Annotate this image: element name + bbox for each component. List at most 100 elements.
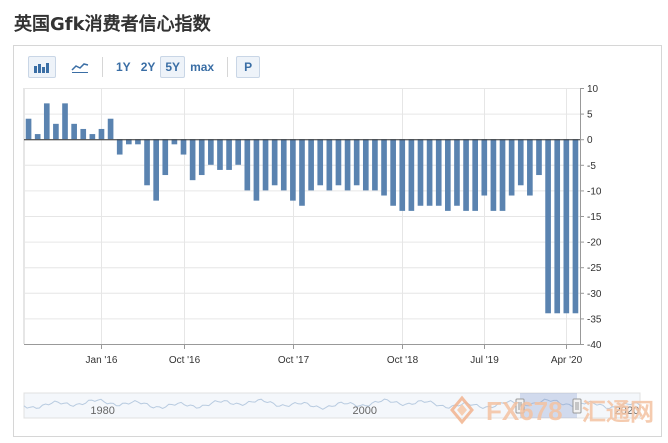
chart-toolbar: 1Y 2Y 5Y max P [28, 54, 261, 80]
bar[interactable] [280, 139, 287, 191]
line-chart-icon [71, 63, 89, 73]
bar[interactable] [399, 139, 406, 211]
chart-frame: 1Y 2Y 5Y max P [13, 45, 662, 437]
bar[interactable] [198, 139, 205, 176]
bar[interactable] [89, 134, 96, 140]
bar[interactable] [490, 139, 497, 211]
bar-series [25, 103, 579, 314]
bar-chart-type-button[interactable] [28, 56, 56, 78]
bar[interactable] [125, 139, 132, 145]
bar[interactable] [235, 139, 242, 165]
bar[interactable] [208, 139, 214, 165]
bar[interactable] [144, 139, 150, 186]
navigator-background [23, 392, 641, 419]
bar[interactable] [189, 139, 196, 181]
navigator-selection[interactable] [520, 393, 577, 418]
bar[interactable] [335, 139, 342, 186]
bar[interactable] [362, 139, 369, 191]
y-tick-label: -10 [587, 186, 602, 197]
bar[interactable] [317, 139, 324, 186]
bar[interactable] [435, 139, 442, 206]
bar[interactable] [271, 139, 278, 186]
bar[interactable] [517, 139, 524, 186]
bar-chart-icon [34, 63, 49, 73]
y-tick-label: 5 [587, 110, 593, 121]
bar[interactable] [180, 139, 187, 155]
bar[interactable] [62, 103, 68, 140]
bar[interactable] [481, 139, 488, 196]
range-navigator[interactable]: 1980 2000 2020 [23, 392, 641, 419]
bar[interactable] [80, 128, 87, 140]
bar[interactable] [53, 123, 59, 140]
bar[interactable] [135, 139, 141, 145]
bar[interactable] [472, 139, 478, 211]
bar[interactable] [71, 123, 77, 140]
bar[interactable] [408, 139, 415, 211]
navigator-year-label: 2020 [615, 405, 639, 417]
bar[interactable] [262, 139, 269, 191]
bar[interactable] [508, 139, 515, 196]
bar[interactable] [554, 139, 561, 314]
bar[interactable] [244, 139, 251, 191]
navigator-series [23, 398, 641, 410]
bar[interactable] [43, 103, 50, 140]
x-tick-label: Oct '18 [387, 355, 419, 366]
navigator-year-label: 2000 [353, 405, 377, 417]
bar[interactable] [499, 139, 506, 211]
bar[interactable] [299, 139, 305, 206]
axes: 10 5 0 -5 -10 -15 -20 -25 -30 -35 -40 Jan '16 Oct '1… [24, 84, 602, 366]
x-tick-label: Jul '19 [470, 355, 499, 366]
print-button[interactable]: P [236, 56, 261, 78]
y-tick-label: -40 [587, 340, 602, 351]
bar[interactable] [463, 139, 469, 211]
y-tick-label: 10 [587, 84, 599, 95]
grid-lines [23, 88, 580, 345]
range-5y-button[interactable]: 5Y [160, 56, 186, 78]
bar[interactable] [572, 139, 579, 314]
x-tick-label: Oct '16 [169, 355, 201, 366]
y-tick-label: -25 [587, 263, 602, 274]
bar[interactable] [171, 139, 178, 145]
bar[interactable] [381, 139, 387, 196]
y-tick-label: -20 [587, 238, 602, 249]
range-2y-button[interactable]: 2Y [140, 60, 156, 74]
bar[interactable] [25, 118, 32, 140]
y-tick-label: -15 [587, 212, 602, 223]
bar[interactable] [162, 139, 169, 176]
line-chart-type-button[interactable] [66, 56, 94, 78]
y-tick-label: -35 [587, 314, 602, 325]
navigator-year-label: 1980 [90, 405, 114, 417]
bar[interactable] [527, 139, 533, 196]
page-title: 英国Gfk消费者信心指数 [14, 14, 211, 35]
bar[interactable] [390, 139, 396, 206]
bar[interactable] [326, 139, 333, 191]
range-max-button[interactable]: max [190, 60, 215, 74]
bar[interactable] [454, 139, 460, 206]
x-tick-label: Oct '17 [278, 355, 310, 366]
bar[interactable] [426, 139, 433, 206]
bar[interactable] [536, 139, 542, 176]
bar[interactable] [353, 139, 360, 186]
bar[interactable] [217, 139, 223, 170]
bar[interactable] [417, 139, 424, 206]
range-1y-button[interactable]: 1Y [116, 60, 131, 74]
navigator-left-handle[interactable] [515, 398, 525, 414]
y-tick-label: -5 [587, 161, 596, 172]
bar[interactable] [253, 139, 260, 201]
bar[interactable] [563, 139, 570, 314]
bar[interactable] [445, 139, 451, 211]
bar[interactable] [107, 118, 114, 140]
navigator-right-handle[interactable] [572, 398, 582, 414]
bar[interactable] [98, 128, 105, 140]
bar[interactable] [153, 139, 159, 201]
bar[interactable] [344, 139, 351, 191]
bar[interactable] [34, 134, 41, 140]
bar[interactable] [226, 139, 232, 170]
bar[interactable] [372, 139, 378, 191]
x-tick-label: Apr '20 [551, 355, 583, 366]
y-tick-label: -30 [587, 289, 602, 300]
bar[interactable] [308, 139, 314, 191]
bar[interactable] [116, 139, 123, 155]
bar[interactable] [545, 139, 551, 314]
bar[interactable] [290, 139, 296, 201]
